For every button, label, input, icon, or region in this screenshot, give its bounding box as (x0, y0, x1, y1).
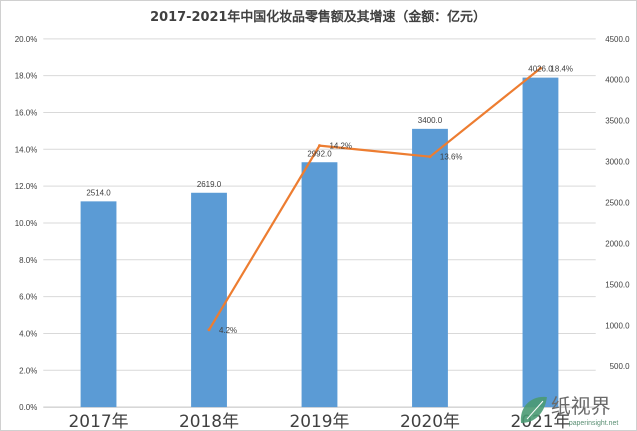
line-data-label: 13.6% (440, 153, 463, 162)
left-tick-label: 20.0% (15, 35, 38, 44)
line-data-label: 4.2% (219, 326, 237, 335)
left-tick-label: 18.0% (15, 72, 38, 81)
line-point (538, 66, 542, 70)
right-tick-label: 3500.0 (605, 117, 630, 126)
bar (412, 128, 448, 408)
right-tick-label: 500.0 (610, 362, 630, 371)
left-tick-label: 16.0% (15, 108, 38, 117)
left-tick-label: 6.0% (19, 293, 37, 302)
right-tick-label: 2500.0 (605, 198, 630, 207)
bar-data-label: 4026.0 (528, 65, 553, 74)
line-data-label: 14.2% (329, 142, 352, 151)
left-tick-label: 4.0% (19, 329, 37, 338)
bar (80, 201, 117, 408)
left-tick-label: 0.0% (19, 403, 37, 412)
right-tick-label: 4500.0 (605, 35, 630, 44)
line-series (207, 66, 542, 332)
bar (191, 192, 227, 408)
left-tick-label: 12.0% (15, 182, 38, 191)
right-y-axis: 500.0 1000.0 1500.0 2000.0 2500.0 3000.0 3500.… (605, 35, 630, 371)
category-label: 2017年 (69, 411, 129, 431)
bar-data-label: 2514.0 (86, 188, 111, 197)
right-tick-label: 3000.0 (605, 158, 630, 167)
bar-data-label: 3400.0 (418, 116, 443, 125)
series-line (208, 67, 542, 331)
bar-data-label: 2619.0 (197, 180, 222, 189)
watermark-url: paperinsight.net (569, 420, 619, 427)
bar (522, 77, 559, 408)
chart-title: 2017-2021年中国化妆品零售额及其增速（金额：亿元） (150, 9, 486, 25)
watermark-text: 纸视界 (551, 395, 611, 418)
category-label: 2018年 (179, 411, 239, 431)
line-data-labels: 4.2% 14.2% 13.6% 18.4% (219, 64, 573, 334)
category-label: 2020年 (400, 411, 460, 431)
right-tick-label: 2000.0 (605, 239, 630, 248)
bar (301, 162, 338, 408)
left-tick-label: 10.0% (15, 219, 38, 228)
x-axis-categories: 2017年 2018年 2019年 2020年 2021年 (69, 411, 571, 431)
line-data-label: 18.4% (550, 64, 573, 73)
line-point (428, 155, 432, 159)
category-label: 2019年 (290, 411, 350, 431)
watermark-logo: 纸视界 paperinsight.net (520, 395, 619, 427)
right-tick-label: 1500.0 (605, 280, 630, 289)
left-tick-label: 8.0% (19, 256, 37, 265)
left-y-axis: 0.0% 2.0% 4.0% 6.0% 8.0% 10.0% 12.0% 14.0% 16.0%… (15, 35, 38, 412)
line-point (318, 144, 321, 148)
right-tick-label: 4000.0 (605, 76, 630, 85)
bar-series (80, 77, 559, 408)
left-tick-label: 14.0% (15, 145, 38, 154)
left-tick-label: 2.0% (19, 366, 37, 375)
bar-data-labels: 2514.0 2619.0 2992.0 3400.0 4026.0 (86, 65, 553, 198)
line-point (207, 328, 211, 332)
bar-data-label: 2992.0 (307, 149, 332, 158)
right-tick-label: 1000.0 (605, 321, 630, 330)
